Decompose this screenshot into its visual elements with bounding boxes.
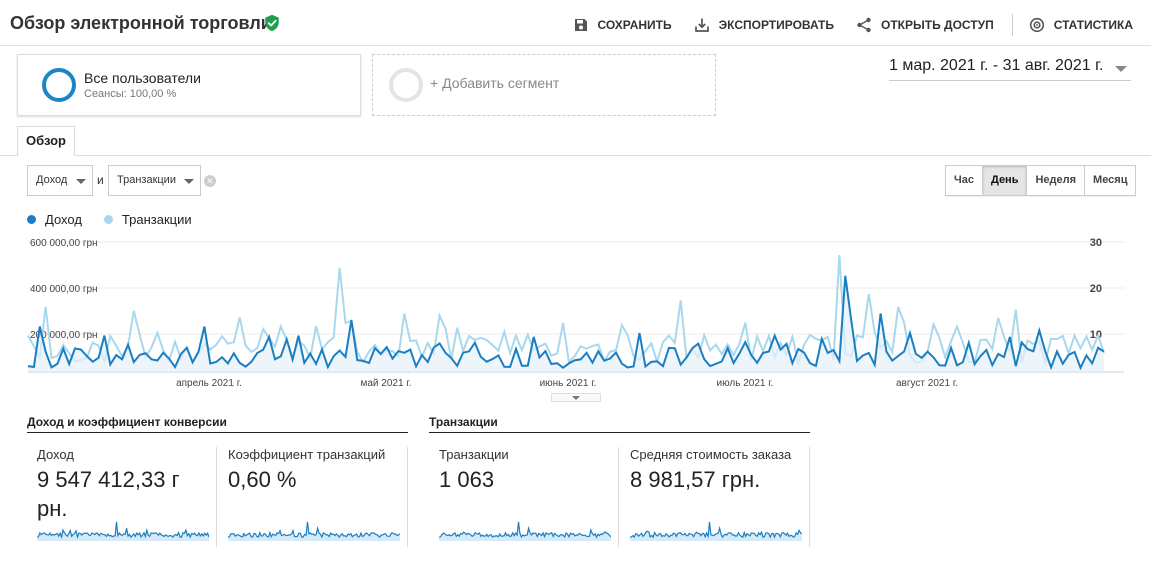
sparkline-line	[228, 521, 400, 539]
metric-card-revenue: Доход 9 547 412,33 г рн.	[37, 447, 217, 547]
date-range-picker[interactable]: 1 мар. 2021 г. - 31 авг. 2021 г.	[889, 57, 1131, 81]
save-label: СОХРАНИТЬ	[597, 18, 672, 32]
x-tick-label: июнь 2021 г.	[540, 378, 597, 389]
share-icon	[857, 17, 871, 33]
chevron-down-icon	[1115, 66, 1127, 72]
metric-card-conversion-rate: Коэффициент транзакций 0,60 %	[228, 447, 408, 547]
y-tick-label-left: 600 000,00 грн	[30, 238, 98, 249]
metric-card-avg-order-value: Средняя стоимость заказа 8 981,57 грн.	[630, 447, 810, 547]
chart-legend: Доход Транзакции	[27, 212, 214, 227]
metric-label: Коэффициент транзакций	[228, 447, 386, 462]
add-segment-label: + Добавить сегмент	[430, 75, 560, 91]
insights-button[interactable]: СТАТИСТИКА	[1029, 17, 1133, 33]
x-tick-label: апрель 2021 г.	[176, 378, 242, 389]
metric-value: 8 981,57 грн.	[630, 467, 761, 492]
series-line-transactions	[27, 254, 1105, 367]
secondary-metric-dropdown[interactable]: Транзакции	[108, 165, 201, 196]
granularity-option[interactable]: Месяц	[1084, 166, 1136, 195]
collapse-chart-icon[interactable]	[551, 393, 601, 402]
metric-value-line: рн.	[37, 496, 68, 521]
main-line-chart: 600 000,00 грн 400 000,00 грн 200 000,00 г…	[27, 237, 1124, 389]
legend-item-transactions[interactable]: Транзакции	[103, 212, 192, 227]
share-button[interactable]: ОТКРЫТЬ ДОСТУП	[856, 17, 994, 33]
series-area-revenue	[28, 275, 1104, 372]
metric-card-transactions: Транзакции 1 063	[439, 447, 619, 547]
sparkline-line	[630, 521, 802, 539]
legend-dot	[103, 215, 113, 224]
tab-divider	[0, 155, 1151, 156]
metric-label: Транзакции	[439, 447, 509, 462]
metric-sparkline	[228, 521, 400, 541]
metric-sparkline	[630, 521, 802, 541]
metric-label: Средняя стоимость заказа	[630, 447, 792, 462]
export-label: ЭКСПОРТИРОВАТЬ	[718, 18, 835, 32]
add-segment-button[interactable]: + Добавить сегмент	[372, 54, 716, 116]
metric-sparkline	[37, 521, 209, 541]
save-icon	[574, 19, 587, 31]
segment-subtitle: Сеансы: 100,00 %	[84, 88, 177, 100]
page-title: Обзор электронной торговли	[10, 13, 272, 33]
secondary-metric-label: Транзакции	[117, 174, 176, 186]
x-tick-label: май 2021 г.	[360, 378, 411, 389]
granularity-option[interactable]: День	[981, 166, 1027, 195]
transactions-section-header: Транзакции	[429, 415, 810, 433]
chevron-down-icon	[184, 179, 194, 184]
sparkline-area	[630, 521, 802, 541]
revenue-section-header: Доход и коэффициент конверсии	[27, 415, 408, 433]
sparkline-line	[439, 521, 611, 539]
export-button[interactable]: ЭКСПОРТИРОВАТЬ	[694, 17, 834, 33]
series-line-revenue	[27, 275, 1105, 371]
top-bar: Обзор электронной торговли СОХРАНИТЬ ЭКС…	[0, 0, 1151, 46]
granularity-toggle: Час День Неделя Месяц	[945, 165, 1137, 196]
toolbar-divider	[1011, 14, 1013, 36]
sparkline-area	[37, 521, 209, 541]
legend-dot	[27, 215, 36, 224]
remove-metric-icon[interactable]: ✕	[204, 175, 216, 187]
primary-metric-dropdown[interactable]: Доход	[27, 165, 93, 196]
segment-all-users[interactable]: Все пользователи Сеансы: 100,00 %	[17, 54, 361, 116]
insights-icon	[1029, 17, 1044, 33]
sparkline-area	[439, 521, 611, 541]
legend-label: Доход	[45, 212, 82, 227]
primary-metric-label: Доход	[36, 174, 68, 186]
chevron-down-icon	[76, 179, 86, 184]
legend-item-revenue[interactable]: Доход	[27, 212, 82, 227]
share-label: ОТКРЫТЬ ДОСТУП	[881, 18, 994, 32]
y-tick-label-right: 30	[1090, 237, 1102, 249]
metric-label: Доход	[37, 447, 74, 462]
segment-title: Все пользователи	[84, 70, 201, 86]
metric-value: 0,60 %	[228, 467, 297, 492]
segment-ring-placeholder-icon	[389, 68, 423, 102]
sparkline-line	[37, 521, 209, 540]
segment-ring-icon	[42, 68, 76, 102]
insights-label: СТАТИСТИКА	[1053, 18, 1133, 32]
tab-overview[interactable]: Обзор	[17, 126, 75, 156]
save-button[interactable]: СОХРАНИТЬ	[573, 17, 672, 33]
date-range-text: 1 мар. 2021 г. - 31 авг. 2021 г.	[889, 57, 1104, 74]
metric-value-line: 9 547 412,33 г	[37, 467, 180, 492]
y-tick-label-left: 200 000,00 грн	[30, 330, 98, 341]
granularity-option[interactable]: Час	[946, 166, 982, 195]
export-icon	[694, 18, 709, 32]
report-toolbar: СОХРАНИТЬ ЭКСПОРТИРОВАТЬ ОТКРЫТЬ ДОСТУП	[551, 14, 1133, 36]
x-tick-label: июль 2021 г.	[717, 378, 774, 389]
y-tick-label-left: 400 000,00 грн	[30, 284, 98, 295]
legend-label: Транзакции	[121, 212, 192, 227]
granularity-option[interactable]: Неделя	[1026, 166, 1085, 195]
metric-value: 9 547 412,33 г рн.	[37, 465, 180, 523]
sparkline-area	[228, 521, 400, 541]
metric-value: 1 063	[439, 467, 495, 492]
verified-shield-icon	[265, 14, 279, 32]
metric-connector: и	[97, 173, 104, 187]
x-tick-label: август 2021 г.	[896, 378, 958, 389]
y-tick-label-right: 20	[1090, 283, 1102, 295]
metric-sparkline	[439, 521, 611, 541]
